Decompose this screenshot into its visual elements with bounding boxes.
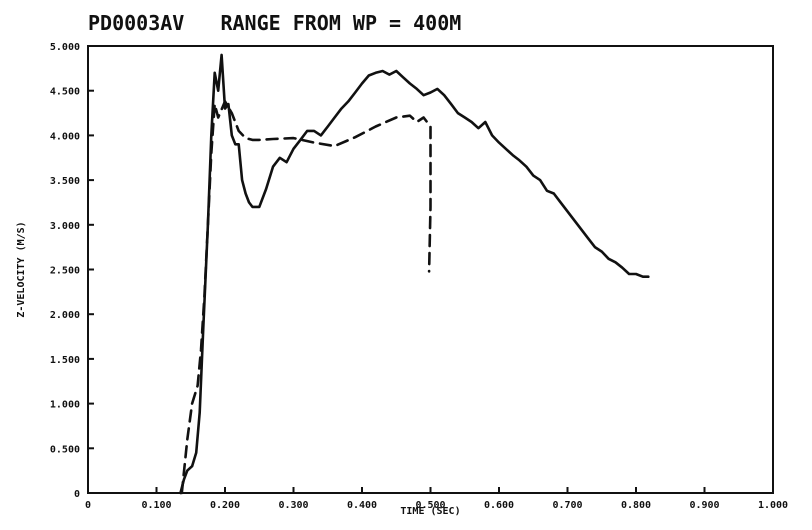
x-tick-label: 0.100	[141, 500, 171, 511]
y-axis-label: Z-VELOCITY (M/S)	[16, 221, 27, 317]
x-tick-label: 0.900	[689, 500, 719, 511]
y-axis-ticks: 0 0.500 1.000 1.500 2.000 2.500 3.000 3.500 4.00…	[50, 42, 94, 500]
series-layer	[179, 53, 650, 495]
y-tick-label: 2.000	[50, 310, 80, 321]
y-tick-label: 3.500	[50, 176, 80, 187]
x-tick-label: 0.400	[347, 500, 377, 511]
y-tick-label: 3.000	[50, 221, 80, 232]
y-tick-label: 0	[74, 489, 80, 500]
x-tick-label: 0.600	[484, 500, 514, 511]
x-tick-label: 0	[85, 500, 91, 511]
y-tick-label: 5.000	[50, 42, 80, 53]
series-line-dashed	[180, 100, 432, 495]
x-tick-label: 1.000	[758, 500, 788, 511]
y-tick-label: 0.500	[50, 444, 80, 455]
x-tick-label: 0.500	[415, 500, 445, 511]
chart-title: PD0003AV RANGE FROM WP = 400M	[88, 11, 461, 35]
x-axis-ticks: 0 0.100 0.200 0.300 0.400 0.500 0.600 0.700 0.80…	[85, 487, 788, 511]
x-tick-label: 0.700	[552, 500, 582, 511]
y-tick-label: 4.000	[50, 131, 80, 142]
y-tick-label: 4.500	[50, 87, 80, 98]
x-axis-label: TIME (SEC)	[400, 506, 460, 517]
y-tick-label: 2.500	[50, 266, 80, 277]
plot-frame	[87, 45, 774, 494]
x-tick-label: 0.200	[210, 500, 240, 511]
y-tick-label: 1.000	[50, 400, 80, 411]
x-tick-label: 0.300	[278, 500, 308, 511]
y-tick-label: 1.500	[50, 355, 80, 366]
x-tick-label: 0.800	[621, 500, 651, 511]
series-line-solid	[179, 53, 650, 495]
